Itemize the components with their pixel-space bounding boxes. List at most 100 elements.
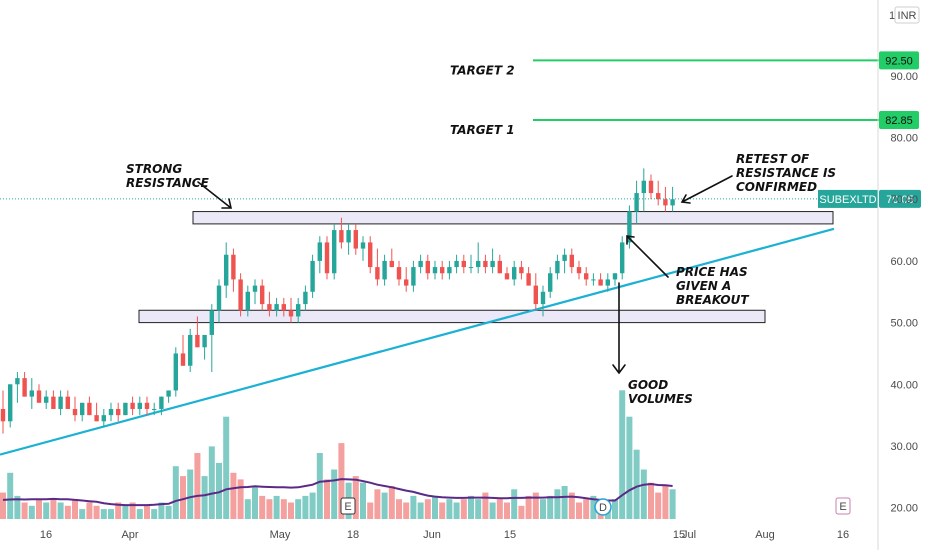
candle[interactable] <box>490 248 495 274</box>
candle[interactable] <box>123 402 128 416</box>
candle[interactable] <box>87 396 92 416</box>
candle[interactable] <box>620 236 625 280</box>
dividend-marker[interactable]: D <box>594 498 612 516</box>
candle[interactable] <box>353 223 358 255</box>
candle[interactable] <box>303 285 308 311</box>
candle[interactable] <box>29 378 34 409</box>
currency-selector[interactable]: INR <box>894 6 920 24</box>
rising-trendline[interactable] <box>0 227 835 456</box>
candle[interactable] <box>447 260 452 280</box>
candle[interactable] <box>519 260 524 280</box>
candle[interactable] <box>562 248 567 274</box>
candle[interactable] <box>368 236 373 274</box>
target-line-2[interactable]: 82.85 TARGET 1 <box>450 110 919 137</box>
candle[interactable] <box>425 254 430 280</box>
candle[interactable] <box>202 334 207 360</box>
candle[interactable] <box>51 390 56 409</box>
candle[interactable] <box>382 254 387 286</box>
candle[interactable] <box>238 273 243 317</box>
candle[interactable] <box>548 267 553 298</box>
candle[interactable] <box>346 223 351 255</box>
candle[interactable] <box>144 396 150 416</box>
candle[interactable] <box>332 223 337 280</box>
candle[interactable] <box>159 396 164 416</box>
candle[interactable] <box>497 254 502 274</box>
candle[interactable] <box>483 254 488 274</box>
target-line-1[interactable]: 92.50 TARGET 2 <box>450 51 919 77</box>
symbol-tag[interactable]: SUBEXLTD <box>818 189 878 208</box>
candle[interactable] <box>15 371 20 403</box>
candle[interactable] <box>555 254 560 280</box>
candle[interactable] <box>173 347 178 397</box>
candle[interactable] <box>224 242 229 298</box>
resistance-zone[interactable] <box>192 211 834 225</box>
candle[interactable] <box>339 217 344 249</box>
candle[interactable] <box>188 328 193 372</box>
candle[interactable] <box>389 248 394 268</box>
candle[interactable] <box>101 408 106 428</box>
candle[interactable] <box>454 254 459 274</box>
candle[interactable] <box>648 174 654 200</box>
candle[interactable] <box>612 273 618 286</box>
candle[interactable] <box>584 267 589 286</box>
candle[interactable] <box>656 180 661 206</box>
earnings-marker[interactable]: E <box>340 497 356 515</box>
candle[interactable] <box>216 279 222 323</box>
candle[interactable] <box>267 291 272 317</box>
candle[interactable] <box>540 285 546 317</box>
candle[interactable] <box>317 236 322 274</box>
candle[interactable] <box>72 396 78 422</box>
candle[interactable] <box>504 267 510 280</box>
candle[interactable] <box>598 273 603 286</box>
candle[interactable] <box>418 254 423 274</box>
candle[interactable] <box>152 402 157 416</box>
candle[interactable] <box>94 402 99 422</box>
candle[interactable] <box>108 402 114 422</box>
candle[interactable] <box>360 236 366 261</box>
candle[interactable] <box>432 260 438 280</box>
candle[interactable] <box>8 384 13 428</box>
candle[interactable] <box>533 273 538 311</box>
candle[interactable] <box>36 384 42 403</box>
candle[interactable] <box>260 279 265 311</box>
candle[interactable] <box>137 396 142 416</box>
candle[interactable] <box>324 236 330 280</box>
candle[interactable] <box>0 390 6 434</box>
candle[interactable] <box>80 402 85 422</box>
candle[interactable] <box>641 168 646 212</box>
candle[interactable] <box>310 254 315 298</box>
candle[interactable] <box>166 390 171 403</box>
candle[interactable] <box>281 297 286 317</box>
candle[interactable] <box>44 390 49 409</box>
candle[interactable] <box>245 285 250 317</box>
candle[interactable] <box>22 371 27 397</box>
candle[interactable] <box>195 316 200 348</box>
candle[interactable] <box>411 260 416 292</box>
candle[interactable] <box>252 279 258 305</box>
last-price-tag[interactable]: 70.05 <box>879 189 921 208</box>
candle[interactable] <box>274 297 279 317</box>
candle[interactable] <box>591 273 596 286</box>
candle[interactable] <box>65 390 70 409</box>
candle[interactable] <box>634 180 639 224</box>
candle[interactable] <box>404 267 409 292</box>
candle[interactable] <box>468 254 474 274</box>
candle[interactable] <box>605 273 610 292</box>
candle[interactable] <box>209 304 214 372</box>
candle[interactable] <box>440 260 445 280</box>
candle[interactable] <box>231 248 236 292</box>
candle[interactable] <box>663 186 668 212</box>
candle[interactable] <box>288 297 294 323</box>
support-zone[interactable] <box>138 309 766 324</box>
candle[interactable] <box>526 267 531 286</box>
candle[interactable] <box>116 402 121 422</box>
candle[interactable] <box>512 260 517 286</box>
candle[interactable] <box>180 334 186 366</box>
candle[interactable] <box>375 248 380 286</box>
